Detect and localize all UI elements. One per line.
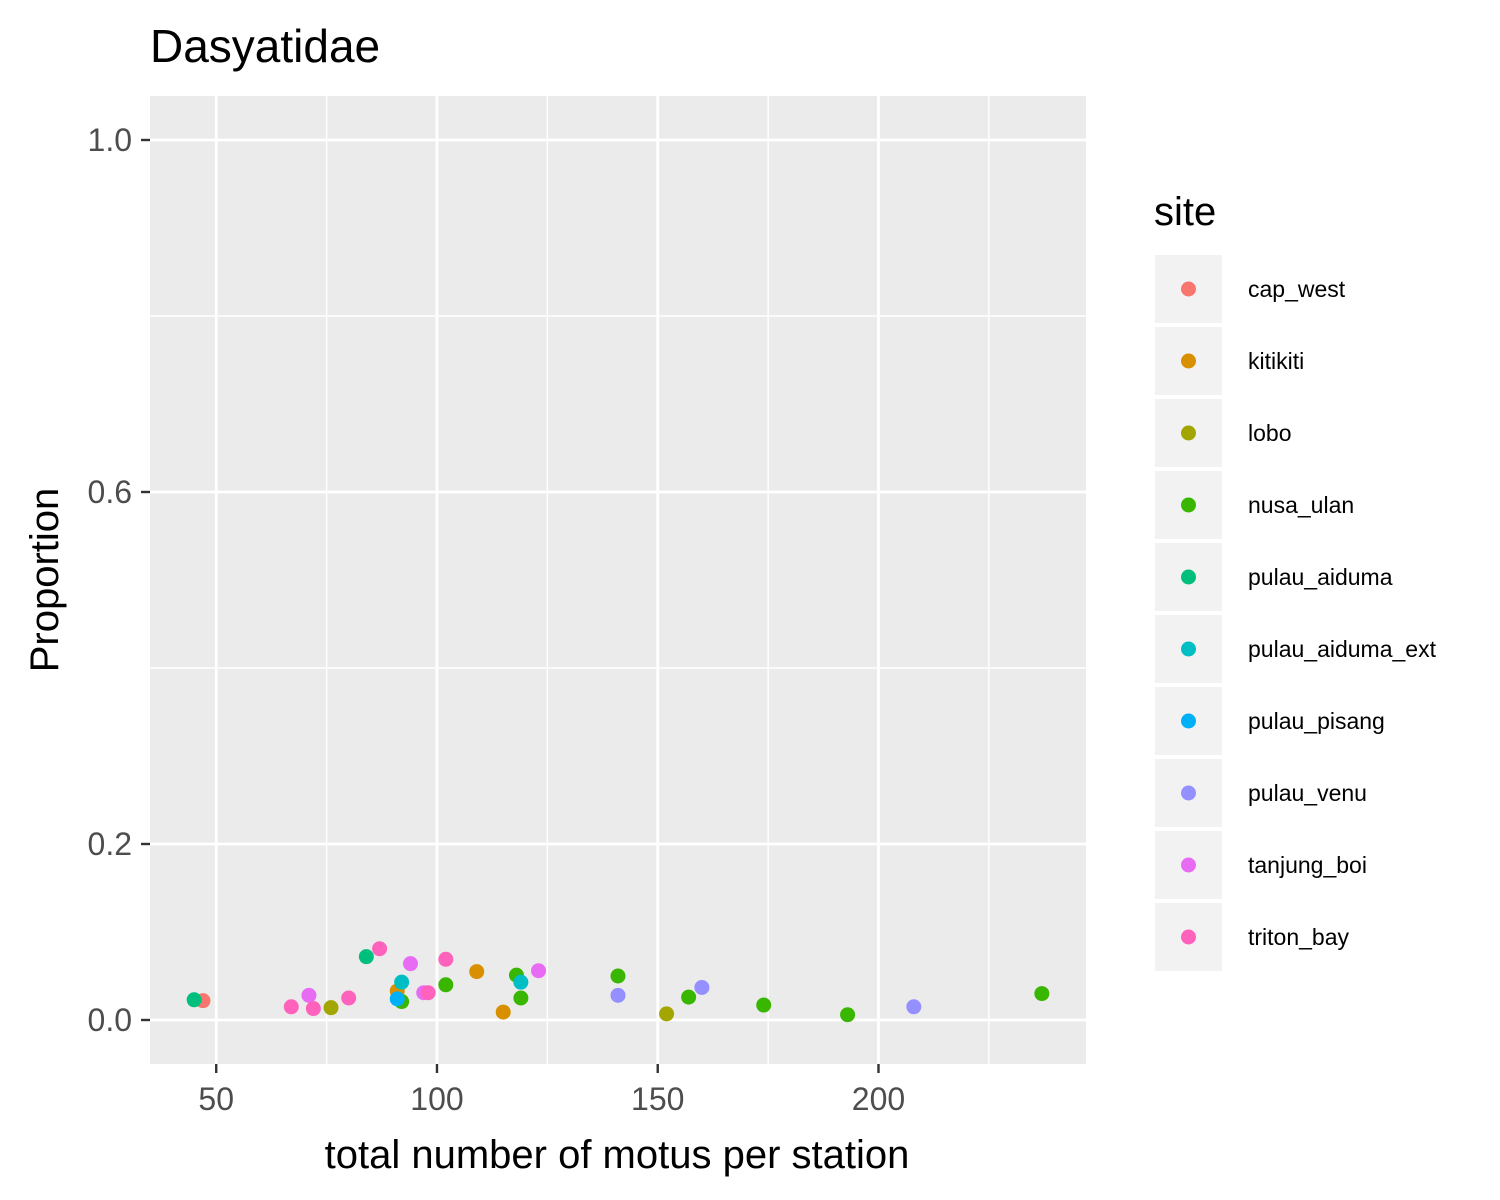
data-point-pulau-venu [694, 979, 710, 995]
data-point-nusa-ulan [513, 990, 529, 1006]
legend-label: triton_bay [1248, 924, 1350, 950]
legend-item: pulau_venu [1155, 759, 1367, 827]
data-point-triton-bay [305, 1001, 321, 1017]
x-tick-label: 50 [198, 1081, 234, 1117]
legend-label: pulau_aiduma_ext [1248, 636, 1437, 662]
legend-item: tanjung_boi [1155, 831, 1367, 899]
legend-title: site [1154, 190, 1216, 234]
x-tick-label: 200 [852, 1081, 905, 1117]
data-point-pulau-venu [610, 987, 626, 1003]
legend-item: nusa_ulan [1155, 471, 1354, 539]
y-tick-label: 0.6 [88, 474, 132, 510]
y-tick-label: 0.0 [88, 1002, 132, 1038]
data-point-pulau-aiduma-ext [394, 974, 410, 990]
legend: site cap_west kitikiti lobo nusa_ulan pulau_… [1154, 190, 1437, 971]
y-tick-label: 0.2 [88, 826, 132, 862]
legend-label: tanjung_boi [1248, 852, 1367, 878]
chart-title: Dasyatidae [150, 20, 380, 72]
y-axis-title: Proportion [23, 488, 67, 673]
legend-swatch [1181, 569, 1196, 585]
legend-item: kitikiti [1155, 327, 1304, 395]
data-point-nusa-ulan [438, 977, 454, 993]
grid-lines [150, 96, 1086, 1064]
legend-label: lobo [1248, 420, 1291, 446]
legend-item: triton_bay [1155, 903, 1350, 971]
legend-label: pulau_aiduma [1248, 564, 1393, 590]
legend-item: pulau_pisang [1155, 687, 1385, 755]
x-axis-title: total number of motus per station [325, 1133, 910, 1177]
data-point-lobo [323, 1000, 339, 1016]
data-point-nusa-ulan [756, 997, 772, 1013]
data-point-tanjung-boi [531, 963, 547, 979]
data-point-triton-bay [438, 951, 454, 967]
legend-swatch [1181, 281, 1196, 297]
data-point-tanjung-boi [301, 987, 317, 1003]
legend-item: pulau_aiduma_ext [1155, 615, 1437, 683]
data-point-triton-bay [283, 999, 299, 1015]
data-point-nusa-ulan [681, 989, 697, 1005]
legend-label: kitikiti [1248, 348, 1304, 374]
x-tick-label: 150 [631, 1081, 684, 1117]
legend-swatch [1181, 497, 1196, 513]
data-point-pulau-aiduma [186, 992, 202, 1008]
data-point-triton-bay [420, 985, 436, 1001]
data-point-kitikiti [495, 1004, 511, 1020]
data-point-pulau-aiduma-ext [513, 974, 529, 990]
legend-label: pulau_pisang [1248, 708, 1385, 734]
legend-swatch [1181, 353, 1196, 369]
legend-item: cap_west [1155, 255, 1346, 323]
data-points [186, 941, 1050, 1023]
legend-swatch [1181, 929, 1196, 945]
legend-item: pulau_aiduma [1155, 543, 1393, 611]
legend-swatch [1181, 641, 1196, 657]
legend-swatch [1181, 785, 1196, 801]
data-point-nusa-ulan [840, 1007, 856, 1023]
data-point-nusa-ulan [610, 968, 626, 984]
data-point-triton-bay [372, 941, 388, 957]
y-tick-label: 1.0 [88, 122, 132, 158]
data-point-kitikiti [469, 964, 485, 980]
data-point-nusa-ulan [1034, 986, 1050, 1002]
legend-swatch [1181, 857, 1196, 873]
data-point-lobo [659, 1006, 675, 1022]
axis-ticks: 50 100 150 200 0.0 0.2 0.6 1.0 [88, 122, 906, 1117]
legend-label: cap_west [1248, 276, 1346, 302]
data-point-pulau-venu [906, 999, 922, 1015]
legend-label: pulau_venu [1248, 780, 1367, 806]
legend-swatch [1181, 713, 1196, 729]
data-point-pulau-aiduma [358, 949, 374, 965]
data-point-triton-bay [341, 990, 357, 1006]
data-point-pulau-pisang [389, 991, 405, 1007]
x-tick-label: 100 [410, 1081, 463, 1117]
legend-swatch [1181, 425, 1196, 441]
data-point-tanjung-boi [402, 956, 418, 972]
legend-label: nusa_ulan [1248, 492, 1354, 518]
plot-panel [150, 96, 1086, 1064]
legend-item: lobo [1155, 399, 1291, 467]
